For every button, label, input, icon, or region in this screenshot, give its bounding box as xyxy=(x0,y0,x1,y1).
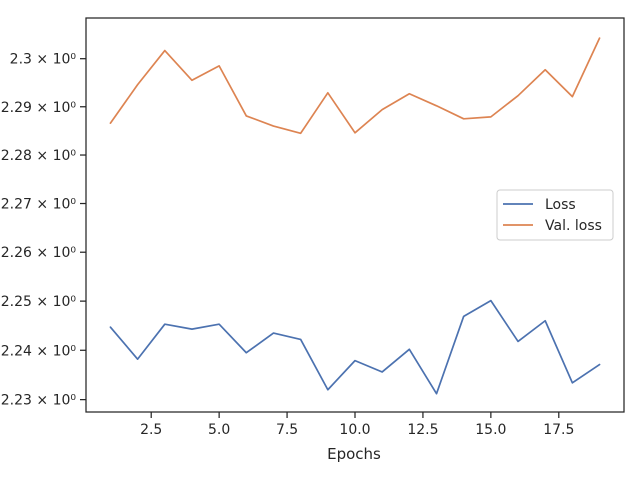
x-tick-label: 15.0 xyxy=(475,422,506,438)
y-tick-label: 2.28 × 10⁰ xyxy=(1,148,77,164)
y-axis-ticks: 2.23 × 10⁰ 2.24 × 10⁰ 2.25 × 10⁰ 2.26 × 10⁰… xyxy=(1,52,86,409)
y-tick-label: 2.26 × 10⁰ xyxy=(1,245,77,261)
y-tick-label: 2.25 × 10⁰ xyxy=(1,294,77,310)
x-tick-label: 7.5 xyxy=(276,422,298,438)
x-tick-label: 10.0 xyxy=(339,422,370,438)
y-tick-label: 2.3 × 10⁰ xyxy=(10,52,77,68)
y-tick-label: 2.27 × 10⁰ xyxy=(1,197,77,213)
legend: Loss Val. loss xyxy=(496,189,614,241)
series-line-val-loss xyxy=(109,37,601,135)
series-line-loss xyxy=(109,299,601,395)
x-tick-label: 12.5 xyxy=(407,422,438,438)
y-tick-label: 2.23 × 10⁰ xyxy=(1,393,77,409)
legend-label-val-loss: Val. loss xyxy=(545,218,602,234)
legend-label-loss: Loss xyxy=(545,197,576,213)
legend-box xyxy=(496,189,614,241)
y-tick-label: 2.29 × 10⁰ xyxy=(1,100,77,116)
x-axis-ticks: 2.5 5.0 7.5 10.0 12.5 15.0 17.5 xyxy=(140,412,574,438)
series-layer xyxy=(109,37,601,395)
x-axis-label: Epochs xyxy=(327,445,381,463)
x-tick-label: 5.0 xyxy=(208,422,230,438)
y-tick-label: 2.24 × 10⁰ xyxy=(1,343,77,359)
plot-frame xyxy=(85,17,625,413)
x-tick-label: 2.5 xyxy=(140,422,162,438)
x-tick-label: 17.5 xyxy=(543,422,574,438)
